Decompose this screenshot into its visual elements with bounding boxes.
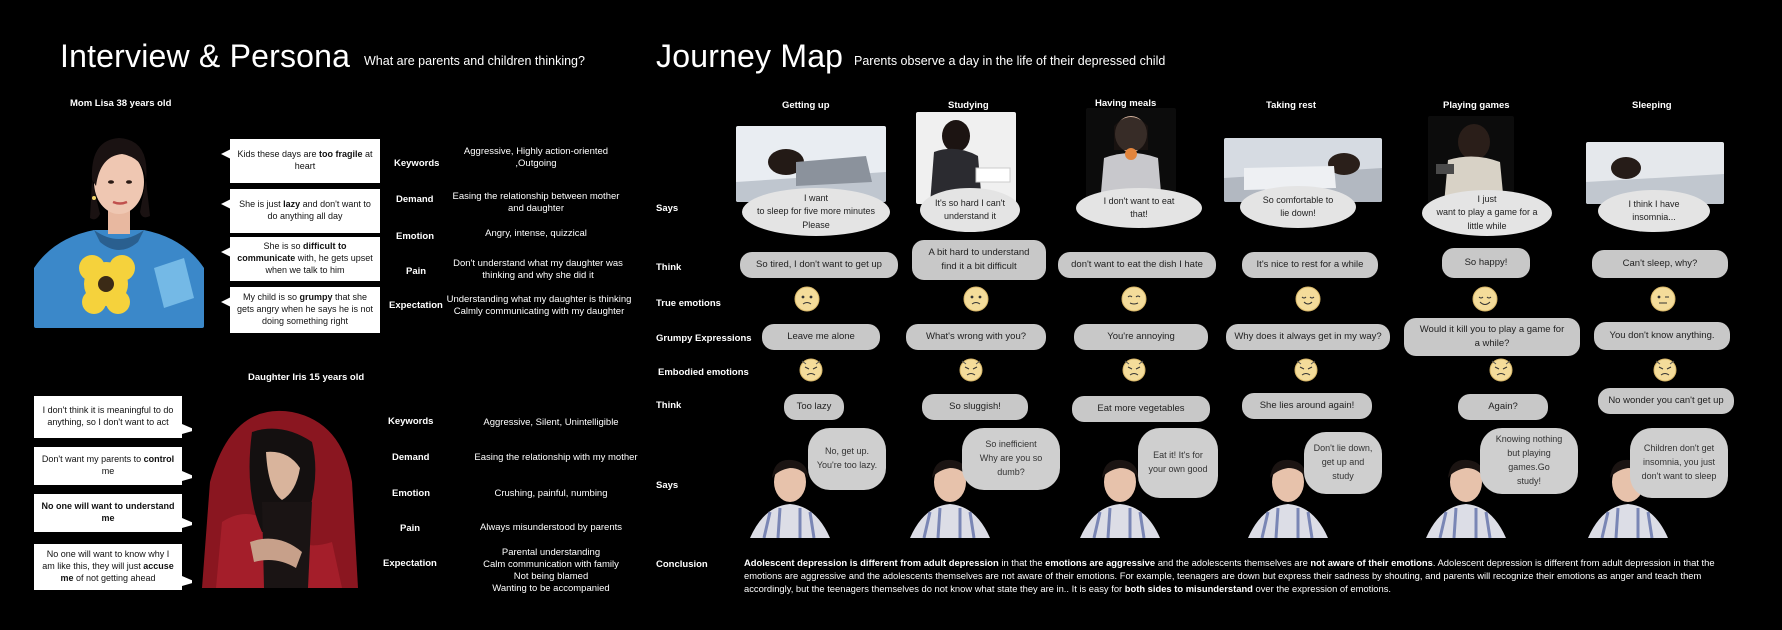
mom-pain-label: Pain <box>406 266 427 277</box>
daughter-demand-label: Demand <box>392 452 430 463</box>
mom-demand-label: Demand <box>396 194 434 205</box>
stage-1-true-emotion-face-icon <box>963 286 989 312</box>
mom-quote-3: She is so difficult to communicate with,… <box>221 237 380 281</box>
stage-4-grumpy: Would it kill you to play a game for a w… <box>1404 318 1580 356</box>
daughter-expectation-label: Expectation <box>383 558 437 569</box>
mom-photo <box>34 118 204 328</box>
stage-1-parent-thinks: So sluggish! <box>922 394 1028 420</box>
stage-4-parent-says: Knowing nothing but playing games.Go stu… <box>1480 428 1578 494</box>
persona-subtitle: What are parents and children thinking? <box>364 54 585 68</box>
row-label-conclusion: Conclusion <box>656 559 708 570</box>
stage-3-child-says: So comfortable to lie down! <box>1240 186 1356 228</box>
stage-0-parent-thinks: Too lazy <box>784 394 844 420</box>
daughter-quote-1: I don't think it is meaningful to do any… <box>34 396 196 438</box>
stage-1-header: Studying <box>948 100 989 111</box>
stage-0-child-says: I want to sleep for five more minutes Pl… <box>742 188 890 236</box>
stage-4-child-thinks: So happy! <box>1442 248 1530 278</box>
stage-2-header: Having meals <box>1095 98 1157 109</box>
daughter-emotion-label: Emotion <box>392 488 430 499</box>
mom-expectation-label: Expectation <box>389 300 443 311</box>
stage-4-embodied-face-icon <box>1488 356 1514 382</box>
mom-keywords-label: Keywords <box>394 158 440 169</box>
stage-0-parent-says: No, get up. You're too lazy. <box>808 428 886 490</box>
mom-quote-1: Kids these days are too fragile at heart <box>221 139 380 183</box>
row-label-embodied: Embodied emotions <box>658 367 749 378</box>
stage-2-child-says: I don't want to eat that! <box>1076 188 1202 228</box>
stage-3-embodied-face-icon <box>1293 356 1319 382</box>
journey-subtitle: Parents observe a day in the life of the… <box>854 54 1166 68</box>
stage-0-embodied-face-icon <box>798 356 824 382</box>
stage-2-true-emotion-face-icon <box>1121 286 1147 312</box>
stage-5-true-emotion-face-icon <box>1650 286 1676 312</box>
stage-3-parent-says: Don't lie down, get up and study <box>1304 432 1382 494</box>
mom-keywords-value: Aggressive, Highly action-oriented ,Outg… <box>463 146 609 169</box>
stage-1-parent-says: So inefficient Why are you so dumb? <box>962 428 1060 490</box>
persona-title: Interview & Persona <box>60 38 351 74</box>
journey-title: Journey Map <box>656 38 844 74</box>
stage-4-child-says: I just want to play a game for a little … <box>1422 190 1552 236</box>
stage-5-child-thinks: Can't sleep, why? <box>1592 250 1728 278</box>
stage-1-embodied-face-icon <box>958 356 984 382</box>
row-label-think: Think <box>656 262 682 273</box>
conclusion-text: Adolescent depression is different from … <box>744 557 1715 594</box>
stage-3-child-thinks: It's nice to rest for a while <box>1242 252 1378 278</box>
row-label-true-emotions: True emotions <box>656 298 721 309</box>
mom-pain-value: Don't understand what my daughter was th… <box>453 258 623 281</box>
row-label-grumpy: Grumpy Expressions <box>656 333 752 344</box>
mom-emotion-label: Emotion <box>396 231 434 242</box>
stage-3-true-emotion-face-icon <box>1295 286 1321 312</box>
stage-1-child-thinks: A bit hard to understand find it a bit d… <box>912 240 1046 280</box>
daughter-quote-2: Don't want my parents to control me <box>34 447 196 485</box>
daughter-keywords-label: Keywords <box>388 416 434 427</box>
daughter-demand-value: Easing the relationship with my mother <box>474 452 638 463</box>
mom-emotion-value: Angry, intense, quizzical <box>485 228 587 239</box>
mom-quote-4: My child is so grumpy that she gets angr… <box>221 287 380 333</box>
stage-2-child-thinks: don't want to eat the dish I hate <box>1058 252 1216 278</box>
daughter-quote-4: No one will want to know why I am like t… <box>34 544 196 590</box>
mom-quote-2: She is just lazy and don't want to do an… <box>221 189 380 233</box>
stage-1-child-says: It's so hard I can't understand it <box>920 188 1020 232</box>
stage-2-embodied-face-icon <box>1121 356 1147 382</box>
mom-demand-value: Easing the relationship between mother a… <box>452 191 620 214</box>
stage-0-true-emotion-face-icon <box>794 286 820 312</box>
stage-5-header: Sleeping <box>1632 100 1672 111</box>
stage-0-mom-portrait <box>744 448 836 538</box>
daughter-name: Daughter Iris 15 years old <box>248 372 365 383</box>
daughter-pain-label: Pain <box>400 523 421 534</box>
daughter-emotion-value: Crushing, painful, numbing <box>494 488 608 499</box>
stage-2-parent-says: Eat it! It's for your own good <box>1138 428 1218 498</box>
row-label-think-parent: Think <box>656 400 682 411</box>
stage-1-grumpy: What's wrong with you? <box>906 324 1046 350</box>
stage-3-grumpy: Why does it always get in my way? <box>1226 324 1390 350</box>
stage-2-grumpy: You're annoying <box>1074 324 1208 350</box>
stage-5-grumpy: You don't know anything. <box>1594 322 1730 350</box>
stage-2-parent-thinks: Eat more vegetables <box>1072 396 1210 422</box>
mom-name: Mom Lisa 38 years old <box>70 98 172 109</box>
row-label-says-parent: Says <box>656 480 679 491</box>
stage-5-parent-says: Children don't get insomnia, you just do… <box>1630 428 1728 498</box>
stage-0-grumpy: Leave me alone <box>762 324 880 350</box>
stage-5-parent-thinks: No wonder you can't get up <box>1598 388 1734 414</box>
stage-3-parent-thinks: She lies around again! <box>1242 393 1372 419</box>
stage-0-child-thinks: So tired, I don't want to get up <box>740 252 898 278</box>
stage-4-true-emotion-face-icon <box>1472 286 1498 312</box>
daughter-quote-3: No one will want to understand me <box>34 494 196 532</box>
stage-4-header: Playing games <box>1443 100 1510 111</box>
daughter-keywords-value: Aggressive, Silent, Unintelligible <box>483 417 619 428</box>
stage-3-header: Taking rest <box>1266 100 1316 111</box>
daughter-photo <box>192 392 364 588</box>
row-label-says: Says <box>656 203 679 214</box>
stage-1-mom-portrait <box>904 448 996 538</box>
mom-expectation-value: Understanding what my daughter is thinki… <box>446 294 632 317</box>
daughter-pain-value: Always misunderstood by parents <box>479 522 623 533</box>
stage-5-child-says: I think I have insomnia... <box>1598 190 1710 232</box>
daughter-expectation-value: Parental understanding Calm communicatio… <box>483 547 619 594</box>
stage-4-parent-thinks: Again? <box>1458 394 1548 420</box>
stage-5-embodied-face-icon <box>1652 356 1678 382</box>
stage-0-header: Getting up <box>782 100 830 111</box>
